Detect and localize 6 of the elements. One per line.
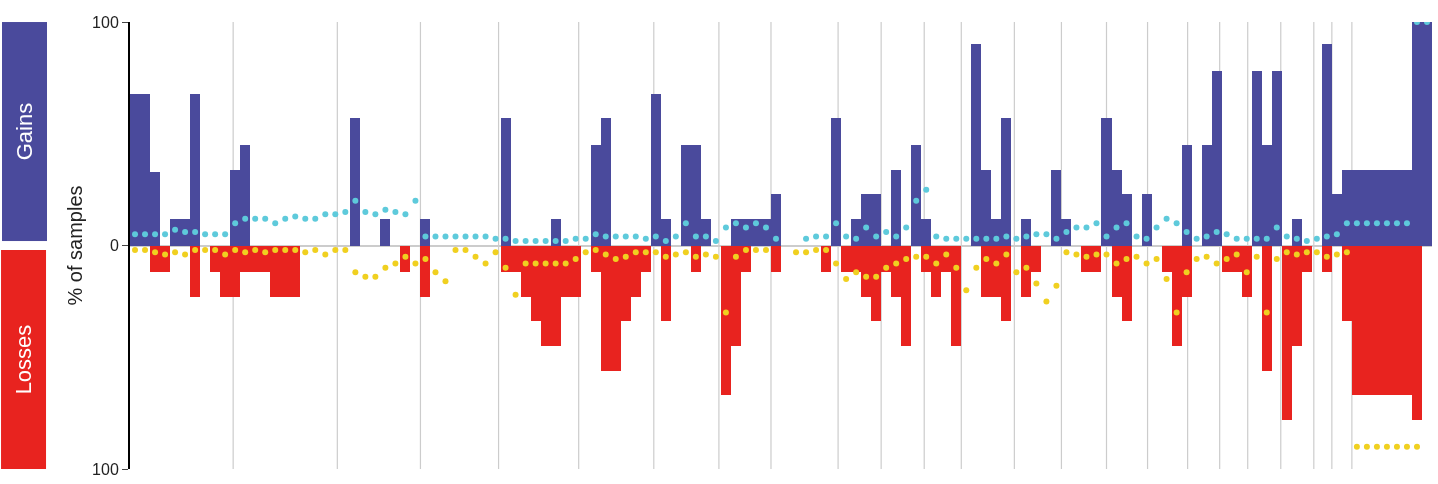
y-tick-label: 100 [92,460,119,478]
text: Losses [11,324,37,395]
y-axis-title: % of samples [64,185,87,306]
y-tick-label: 100 [92,13,119,31]
text: Gains [12,102,37,161]
y-tick-label: 0 [109,237,119,255]
